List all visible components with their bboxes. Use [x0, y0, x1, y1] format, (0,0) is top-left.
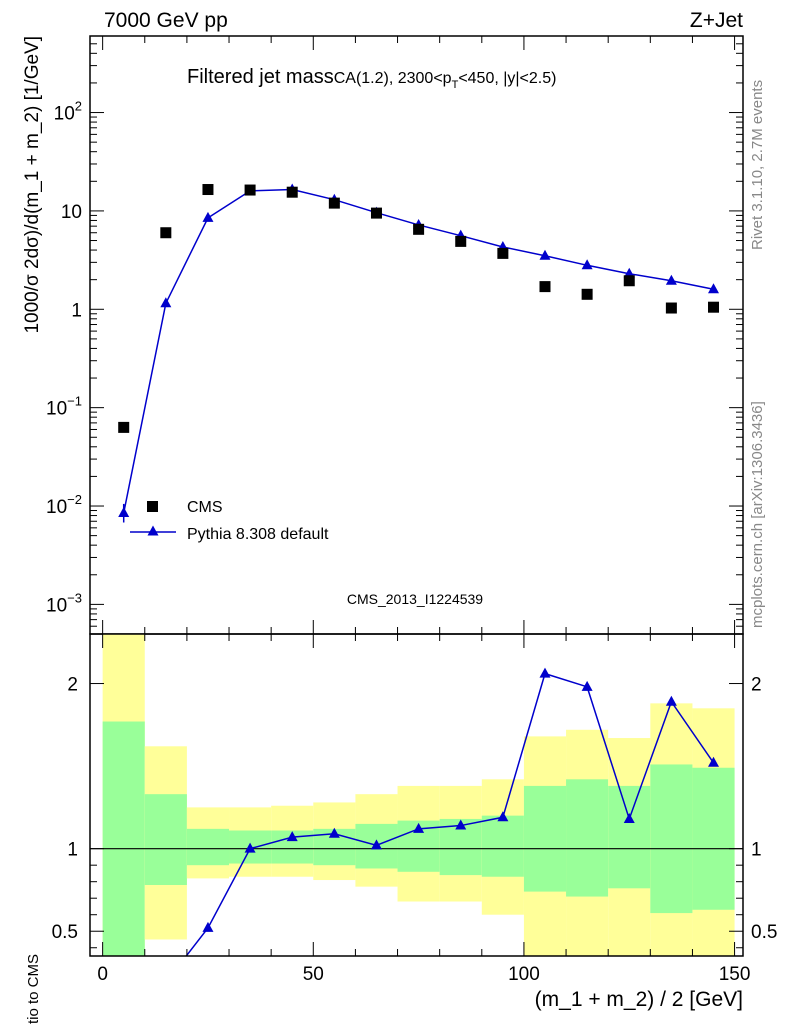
y-tick-label: 102 — [54, 99, 82, 125]
ratio-y-tick-label: 0.5 — [52, 922, 78, 943]
x-tick-label: 50 — [303, 964, 324, 985]
header-left: 7000 GeV pp — [104, 9, 228, 32]
cms-point — [244, 184, 256, 196]
main-frame — [89, 35, 744, 635]
cms-point — [455, 235, 467, 247]
chart-title: Filtered jet massCA(1.2), 2300<pT<450, |… — [187, 66, 556, 91]
ratio-band-inner — [102, 721, 145, 956]
ratio-band-inner — [144, 794, 187, 885]
main-y-axis-label: 1000/σ 2dσ)/d(m_1 + m_2) [1/GeV] — [22, 36, 43, 334]
chart-title-main: Filtered jet mass — [187, 66, 334, 88]
ratio-mc-point — [539, 667, 551, 678]
ratio-mc-point — [244, 842, 256, 853]
mc-point — [202, 211, 214, 222]
ratio-y-tick-label: 1 — [67, 840, 78, 861]
main-axis-ticks — [90, 35, 743, 635]
cms-point — [665, 302, 677, 314]
ratio-series — [185, 667, 720, 956]
y-tick-label: 1 — [71, 300, 82, 321]
ratio-y-tick-label-right: 1 — [751, 840, 762, 861]
x-tick-label: 100 — [508, 964, 540, 985]
ratio-y-tick-label-right: 0.5 — [751, 922, 777, 943]
main-y-tick-labels: 10−3 10−2 10−1 1 10 102 — [46, 99, 82, 617]
x-axis-label: (m_1 + m_2) / 2 [GeV] — [535, 988, 743, 1011]
cms-point — [286, 186, 298, 198]
cms-point — [328, 197, 340, 209]
ratio-mc-point — [328, 827, 340, 838]
mc-point — [665, 274, 677, 285]
cms-point — [581, 288, 593, 300]
mcplots-label: mcplots.cern.ch [arXiv:1306.3436] — [749, 401, 766, 628]
chart-title-sub-subscript: T — [452, 79, 459, 91]
cms-point — [413, 223, 425, 235]
ratio-mc-point — [708, 756, 720, 767]
legend-mc-marker — [147, 525, 159, 536]
main-series — [118, 183, 720, 523]
legend: CMS Pythia 8.308 default — [130, 499, 329, 543]
header-right: Z+Jet — [690, 9, 743, 32]
chart-title-sub-post: <450, |y|<2.5) — [458, 70, 556, 87]
ratio-band-inner — [566, 779, 609, 897]
ratio-band-inner — [186, 828, 230, 866]
ratio-mc-point — [413, 822, 425, 833]
ratio-mc-point — [455, 819, 467, 830]
chart-title-sub-pre: CA(1.2), 2300<p — [334, 70, 452, 87]
ratio-axis-ticks — [90, 634, 743, 956]
mc-point — [581, 259, 593, 270]
ratio-mc-point — [581, 680, 593, 691]
mc-point — [708, 283, 720, 294]
cms-point — [118, 421, 130, 433]
ratio-mc-point — [497, 811, 509, 822]
x-tick-label: 0 — [97, 964, 108, 985]
cms-point — [160, 227, 172, 239]
cms-point — [539, 281, 551, 293]
main-panel: 10−3 10−2 10−1 1 10 102 CMS_2013_I1224539 Fil… — [22, 35, 744, 635]
ratio-band-inner — [692, 767, 735, 910]
legend-cms-marker — [147, 501, 158, 512]
cms-point — [708, 301, 720, 313]
y-tick-label: 10−1 — [46, 394, 82, 420]
cms-point — [202, 184, 214, 196]
mc-line — [122, 188, 714, 514]
ratio-y-tick-label: 2 — [67, 675, 78, 696]
ratio-band-inner — [650, 764, 693, 914]
ratio-band-inner — [481, 815, 524, 877]
mc-point — [160, 297, 172, 308]
y-tick-label: 10 — [61, 202, 82, 223]
y-tick-label: 10−2 — [46, 492, 82, 518]
ratio-mc-point — [286, 831, 298, 842]
ratio-mc-point — [665, 695, 677, 706]
legend-cms-label: CMS — [187, 499, 223, 516]
watermark: CMS_2013_I1224539 — [347, 591, 483, 607]
ratio-band-inner — [608, 785, 651, 889]
ratio-band-inner — [523, 785, 567, 892]
ratio-mc-point — [202, 921, 214, 932]
ratio-y-tick-label-right: 2 — [751, 675, 762, 696]
x-tick-label: 150 — [719, 964, 751, 985]
rivet-label: Rivet 3.1.10, 2.7M events — [749, 80, 766, 250]
ratio-panel: 0.5 0.5 1 1 2 2 0 50 100 150 Ratio to CMS (m_1 +… — [25, 633, 778, 1024]
x-tick-labels: 0 50 100 150 — [97, 964, 750, 985]
ratio-mc-point — [370, 839, 382, 850]
cms-point — [370, 207, 382, 219]
legend-mc-label: Pythia 8.308 default — [187, 526, 329, 543]
ratio-mc-point — [623, 812, 635, 823]
ratio-bands — [102, 634, 735, 956]
mc-point — [623, 267, 635, 278]
cms-point — [623, 275, 635, 287]
ratio-y-axis-label: Ratio to CMS — [25, 954, 42, 1024]
y-tick-label: 10−3 — [46, 590, 82, 616]
ratio-frame — [89, 633, 744, 957]
cms-point — [497, 247, 509, 259]
ratio-y-tick-labels: 0.5 0.5 1 1 2 2 — [52, 675, 778, 944]
mc-point — [539, 249, 551, 260]
mc-point — [118, 506, 130, 517]
